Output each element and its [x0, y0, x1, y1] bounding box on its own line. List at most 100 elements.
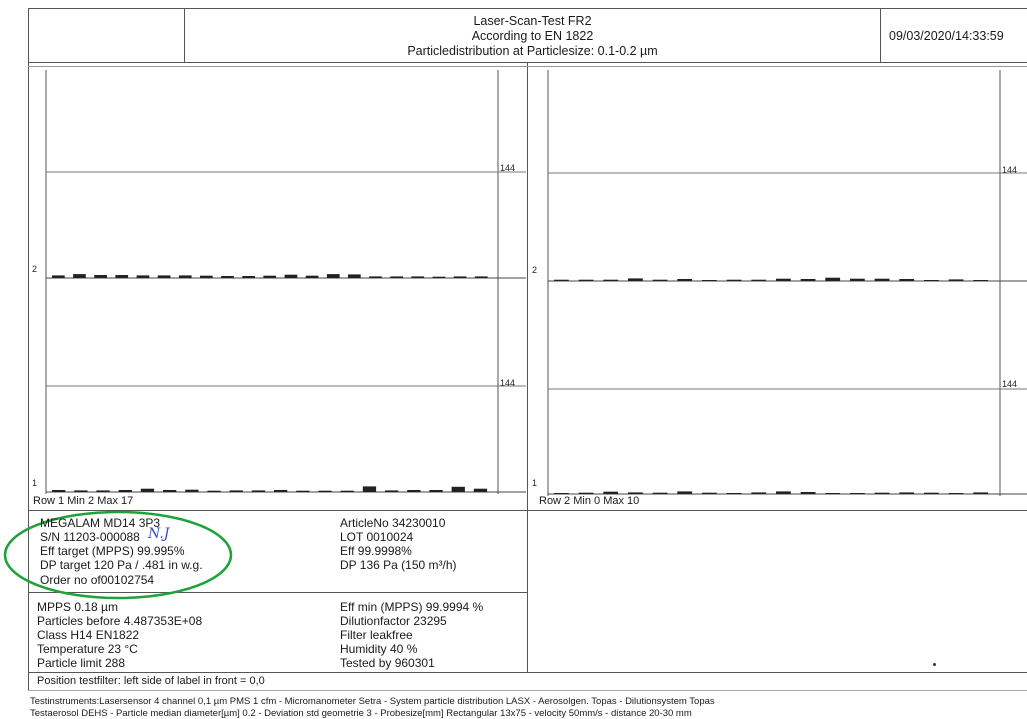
report-subtitle: Particledistribution at Particlesize: 0.… — [407, 44, 658, 58]
left-chart-label-2: 2 — [32, 264, 38, 274]
left-lower-bar — [318, 490, 332, 492]
right-upper-bar — [726, 279, 742, 281]
left-lower-bar — [407, 490, 421, 492]
serial-number: S/N 11203-000088 — [40, 530, 140, 544]
left-lower-bar — [340, 490, 354, 492]
tested-by: Tested by 960301 — [340, 656, 435, 670]
footer-aerosol: Testaerosol DEHS - Particle median diame… — [30, 708, 692, 719]
left-upper-bar — [157, 275, 171, 278]
left-chart-label-144-top: 144 — [500, 163, 516, 173]
particles-before: Particles before 4.487353E+08 — [37, 614, 203, 628]
left-lower-bar — [274, 490, 288, 492]
left-lower-bar — [74, 490, 88, 492]
right-upper-bar — [948, 279, 964, 281]
left-lower-bar — [385, 490, 399, 492]
right-lower-bar — [603, 491, 619, 494]
left-lower-bar — [251, 490, 266, 492]
lot-number: LOT 0010024 — [340, 530, 414, 544]
right-upper-bar — [554, 279, 569, 281]
report-standard: According to EN 1822 — [471, 29, 594, 43]
right-chart-caption: Row 2 Min 0 Max 10 — [539, 495, 640, 507]
left-chart-label-144-bottom: 144 — [500, 378, 516, 388]
right-upper-bar — [603, 279, 619, 281]
right-lower-bar — [628, 492, 643, 494]
left-upper-bar — [369, 276, 382, 278]
right-chart-label-2: 2 — [532, 265, 538, 275]
left-lower-bar — [140, 488, 155, 492]
article-number: ArticleNo 34230010 — [340, 516, 446, 530]
eff-min: Eff min (MPPS) 99.9994 % — [340, 600, 484, 614]
right-upper-bar — [973, 280, 989, 281]
right-upper-bar — [776, 278, 791, 281]
left-upper-bar — [474, 276, 488, 278]
left-lower-bar — [52, 490, 66, 492]
left-lower-bar — [118, 490, 132, 492]
speck-mark — [933, 663, 936, 666]
mpps-value: MPPS 0.18 µm — [37, 600, 118, 614]
right-lower-bar — [578, 492, 594, 494]
dilution-factor: Dilutionfactor 23295 — [340, 614, 447, 628]
right-lower-bar — [874, 492, 890, 494]
efficiency-value: Eff 99.9998% — [340, 544, 412, 558]
handwritten-initials: N.J — [148, 526, 170, 542]
highlight-ellipse-annotation — [3, 510, 233, 600]
right-chart-label-144-bottom: 144 — [1002, 379, 1018, 389]
right-lower-bar — [899, 492, 915, 494]
dp-target: DP target 120 Pa / .481 in w.g. — [40, 558, 203, 572]
left-upper-bar — [432, 276, 446, 278]
right-lower-bar — [554, 493, 569, 494]
left-upper-bar — [284, 274, 298, 278]
eff-target: Eff target (MPPS) 99.995% — [40, 544, 185, 558]
left-lower-bar — [451, 486, 465, 493]
humidity: Humidity 40 % — [340, 642, 418, 656]
left-upper-bar — [52, 275, 65, 278]
report-timestamp: 09/03/2020/14:33:59 — [889, 29, 1004, 43]
right-lower-bar — [751, 492, 767, 494]
order-number: Order no of00102754 — [40, 573, 155, 587]
left-upper-bar — [411, 276, 425, 278]
right-upper-bar — [899, 279, 915, 281]
left-lower-bar — [229, 490, 243, 492]
right-chart-label-1: 1 — [532, 478, 538, 488]
left-upper-bar — [115, 275, 129, 278]
left-lower-bar — [96, 490, 110, 492]
left-upper-bar — [453, 276, 467, 278]
left-lower-bar — [185, 489, 199, 492]
right-lower-bar — [652, 492, 668, 494]
left-upper-bar — [200, 275, 213, 278]
left-upper-bar — [136, 275, 150, 278]
right-upper-bar — [628, 278, 643, 281]
left-upper-bar — [221, 276, 234, 278]
particle-limit: Particle limit 288 — [37, 656, 126, 670]
leak-status: Filter leakfree — [340, 628, 413, 642]
left-upper-bar — [263, 275, 277, 278]
right-upper-bar — [825, 277, 841, 281]
dp-value: DP 136 Pa (150 m³/h) — [340, 558, 457, 572]
left-lower-bar — [207, 490, 221, 492]
left-lower-bar — [296, 490, 310, 492]
left-lower-bar — [429, 490, 443, 492]
right-upper-bar — [800, 279, 816, 281]
right-upper-bar — [924, 280, 939, 281]
filter-class: Class H14 EN1822 — [37, 628, 140, 642]
right-chart-label-144-top: 144 — [1002, 165, 1018, 175]
left-upper-bar — [305, 275, 319, 278]
product-model: MEGALAM MD14 3P3 — [40, 516, 161, 530]
left-chart-caption: Row 1 Min 2 Max 17 — [33, 495, 134, 507]
left-upper-bar — [73, 274, 86, 278]
footer-instruments: Testinstruments:Lasersensor 4 channel 0,… — [30, 696, 715, 707]
right-lower-bar — [973, 492, 989, 494]
left-lower-bar — [163, 490, 177, 492]
right-upper-bar — [702, 280, 717, 281]
temperature: Temperature 23 °C — [37, 642, 138, 656]
right-lower-bar — [776, 491, 791, 494]
right-upper-bar — [652, 279, 668, 281]
left-lower-bar — [362, 486, 377, 492]
right-lower-bar — [677, 491, 693, 494]
left-upper-bar — [390, 276, 403, 278]
left-chart-label-1: 1 — [32, 478, 38, 488]
left-lower-bar — [473, 488, 488, 492]
right-upper-bar — [677, 279, 693, 281]
right-lower-bar — [924, 492, 939, 494]
